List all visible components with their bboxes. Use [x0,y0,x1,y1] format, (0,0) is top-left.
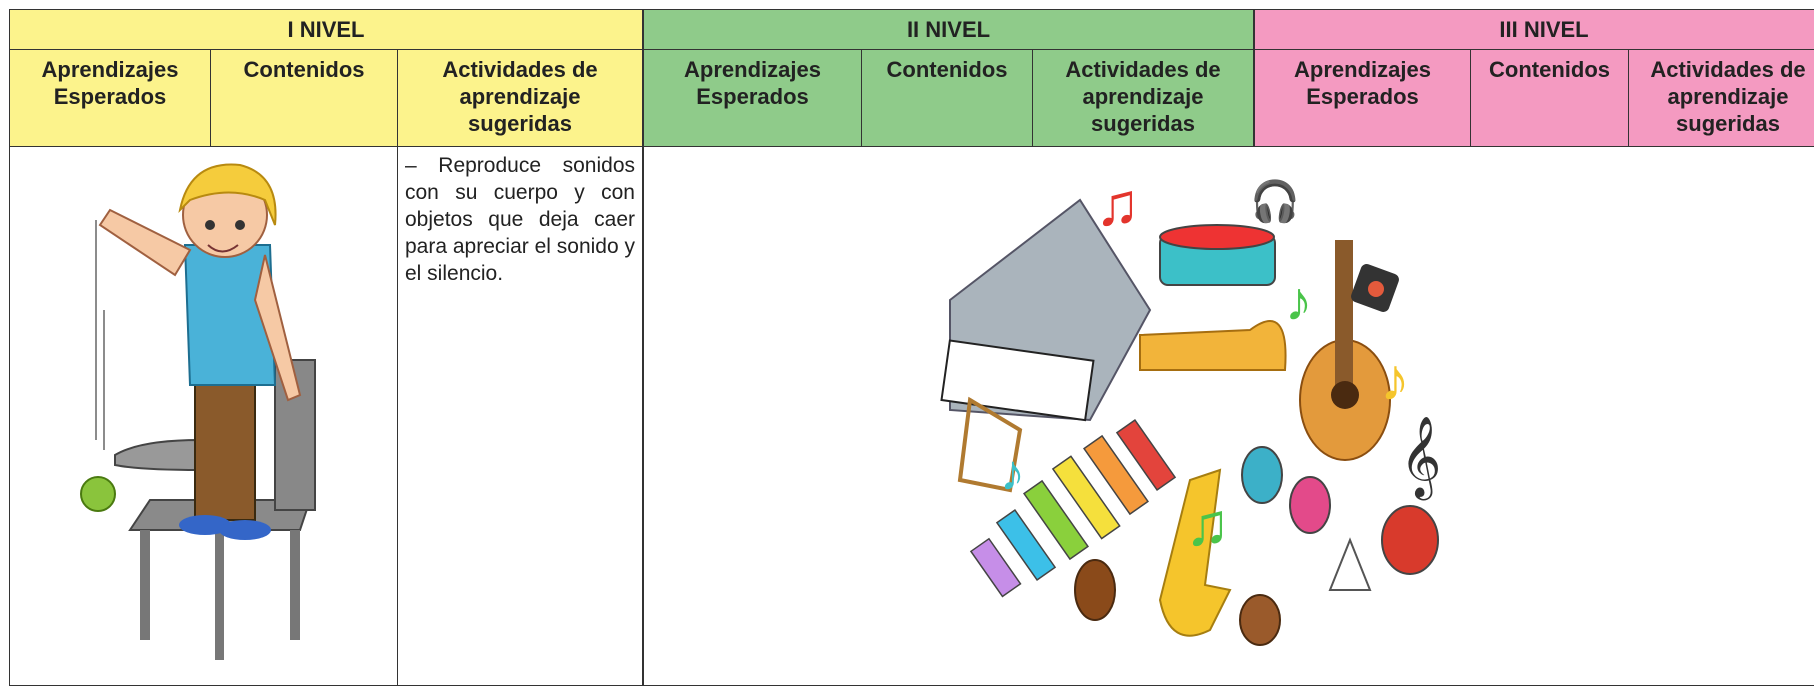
note-icon: 𝄞 [1400,417,1441,500]
note-icon: ♪ [1000,445,1025,501]
column-header: Actividades de aprendizaje sugeridas [1628,49,1814,147]
child-illustration [80,163,316,660]
cell [9,146,211,686]
column-header: Aprendizajes Esperados [643,49,862,147]
note-icon: ♫ [1185,491,1230,558]
column-header: Aprendizajes Esperados [9,49,211,147]
note-icon: ♫ [1095,171,1140,238]
column-header: Actividades de aprendizaje sugeridas [1032,49,1254,147]
column-header: Actividades de aprendizaje sugeridas [397,49,643,147]
note-icon: ♪ [1285,270,1313,332]
column-header: Contenidos [210,49,398,147]
instruments-illustration: ♫ ♪ ♪ 𝄞 ♪ ♫ 🎧 [940,171,1441,646]
cell [397,146,643,686]
activity-text: – Reproduce sonidos con su cuerpo y con … [405,154,635,285]
column-header: Contenidos [861,49,1033,147]
headphones-icon: 🎧 [1250,178,1300,224]
column-header: Contenidos [1470,49,1629,147]
note-icon: ♪ [1380,346,1410,413]
level-header: I NIVEL [9,9,643,50]
